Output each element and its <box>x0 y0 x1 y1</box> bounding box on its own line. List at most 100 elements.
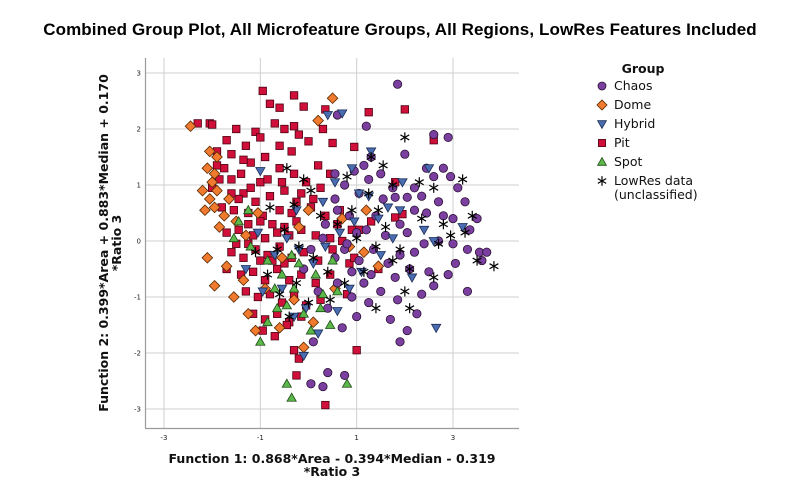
data-point <box>429 272 439 283</box>
data-point <box>409 205 420 215</box>
legend: Group Chaos Dome Hybrid Pit Spot LowRes data(… <box>596 61 698 202</box>
data-point <box>227 291 240 303</box>
data-point <box>270 332 279 341</box>
data-point <box>457 174 468 185</box>
data-point <box>364 174 374 184</box>
data-point <box>328 245 337 254</box>
data-point <box>218 209 231 222</box>
legend-item: Hybrid <box>596 116 655 131</box>
data-point <box>223 193 235 205</box>
data-point <box>330 169 340 179</box>
data-point <box>472 214 482 224</box>
data-point <box>438 163 448 173</box>
data-point <box>273 321 286 334</box>
data-point <box>364 298 374 308</box>
data-point <box>280 124 289 134</box>
y-tick-label: 2 <box>137 126 141 134</box>
data-point <box>400 286 410 297</box>
data-point <box>297 189 306 198</box>
data-point <box>220 164 229 173</box>
legend-label: Pit <box>614 135 630 150</box>
data-point <box>383 258 393 268</box>
data-point <box>364 188 374 199</box>
data-point <box>371 241 381 252</box>
data-point <box>460 227 470 238</box>
legend-label: LowRes data <box>614 173 693 188</box>
y-tick-labels: 3 2 1 0 -1 -2 -3 <box>134 70 141 414</box>
data-point <box>270 119 279 128</box>
data-point <box>406 273 418 283</box>
legend-label: (unclassified) <box>614 187 698 202</box>
legend-square-icon <box>598 139 606 147</box>
data-point <box>462 244 473 254</box>
data-point <box>256 178 265 187</box>
data-point <box>222 136 231 145</box>
data-point <box>232 124 241 134</box>
y-tick-label: 0 <box>137 238 141 246</box>
data-point <box>271 302 283 313</box>
data-point <box>262 316 273 327</box>
data-point <box>429 182 439 193</box>
data-point <box>262 255 273 265</box>
data-point <box>342 171 352 182</box>
series-chaos <box>299 79 492 392</box>
data-point <box>201 162 214 175</box>
axes <box>144 58 519 430</box>
series-lowres-data-unclassified <box>250 132 499 322</box>
y-tick-label: -1 <box>134 294 141 302</box>
data-point <box>289 199 299 210</box>
chart-title: Combined Group Plot, All Microfeature Gr… <box>43 20 757 39</box>
legend-triangle-up-icon <box>596 156 608 166</box>
data-point <box>196 184 209 197</box>
data-point <box>391 213 400 222</box>
data-point <box>361 121 371 131</box>
data-point <box>360 204 373 217</box>
data-point <box>330 194 340 204</box>
data-point <box>390 272 400 282</box>
data-point <box>292 371 301 380</box>
data-point <box>417 191 427 201</box>
data-point <box>417 289 427 299</box>
data-point <box>184 120 197 133</box>
data-point <box>412 309 422 319</box>
data-point <box>215 175 224 184</box>
legend-item: Pit <box>598 135 630 150</box>
data-point <box>275 141 284 150</box>
data-point <box>409 183 420 193</box>
data-point <box>366 217 376 226</box>
data-point <box>227 248 236 257</box>
data-point <box>298 351 309 362</box>
data-point <box>237 274 250 287</box>
data-point <box>220 260 233 273</box>
data-point <box>388 179 398 191</box>
data-point <box>308 337 318 347</box>
data-point <box>239 189 248 198</box>
data-point <box>311 231 320 240</box>
legend-diamond-icon <box>596 99 608 111</box>
data-point <box>395 244 405 255</box>
legend-item: Chaos <box>597 78 652 93</box>
data-point <box>465 225 475 235</box>
x-tick-labels: -3 -1 1 3 <box>161 434 456 442</box>
data-point <box>327 255 338 265</box>
y-tick-label: 1 <box>137 182 141 190</box>
data-point <box>269 283 281 293</box>
data-point <box>208 201 221 214</box>
data-point <box>265 290 275 299</box>
data-point <box>240 229 252 242</box>
data-point <box>321 400 330 410</box>
data-point <box>429 281 439 291</box>
legend-label: Spot <box>614 154 643 169</box>
data-point <box>256 256 265 265</box>
data-point <box>249 324 262 337</box>
data-point <box>285 276 294 285</box>
data-point <box>329 178 341 188</box>
data-point <box>222 228 231 237</box>
data-point <box>477 256 487 266</box>
data-point <box>359 160 369 170</box>
data-point <box>282 320 291 330</box>
data-point <box>315 210 326 221</box>
data-point <box>380 221 391 233</box>
data-point <box>281 234 293 244</box>
data-point <box>275 164 284 173</box>
